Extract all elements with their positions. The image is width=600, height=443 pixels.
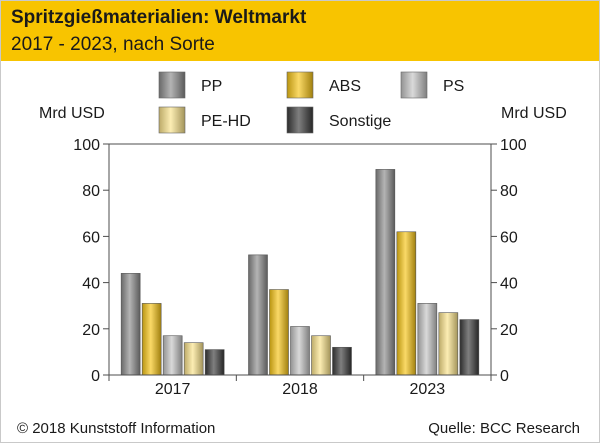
bar-pe-hd-2017	[183, 342, 204, 376]
y-tick-label-right: 60	[500, 229, 518, 246]
legend-swatch-pe-hd	[158, 106, 186, 134]
bar-pp-2018	[248, 254, 268, 376]
legend-label-sonstige: Sonstige	[329, 113, 391, 130]
copyright-note: © 2018 Kunststoff Information	[17, 420, 216, 437]
source-note: Quelle: BCC Research	[428, 420, 580, 437]
y-tick-label-left: 40	[82, 276, 100, 293]
x-tick-label: 2018	[282, 381, 318, 398]
bar-abs-2018	[269, 289, 289, 376]
bar-sonstige-2017	[204, 349, 225, 376]
y-tick-label-left: 0	[91, 368, 100, 385]
bar-pe-hd-2023	[438, 312, 459, 376]
y-tick-label-left: 20	[82, 322, 100, 339]
y-tick-label-right: 0	[500, 368, 509, 385]
legend-label-ps: PS	[443, 78, 464, 95]
x-tick-labels: 2017 2018 2023	[108, 375, 492, 398]
bar-pe-hd-2018	[311, 335, 331, 376]
legend: PP ABS PS PE-HD Sonstige	[158, 71, 464, 134]
y-ticks-left: 0 20 40 60 80 100	[73, 137, 109, 385]
legend-swatch-sonstige	[286, 106, 314, 134]
plot-area	[108, 143, 492, 376]
y-tick-label-left: 80	[82, 183, 100, 200]
y-axis-label-right: Mrd USD	[501, 105, 567, 122]
chart-subtitle: 2017 - 2023, nach Sorte	[11, 34, 215, 55]
y-tick-label-left: 60	[82, 229, 100, 246]
y-tick-label-left: 100	[73, 137, 100, 154]
bar-sonstige-2023	[459, 319, 480, 376]
y-tick-label-right: 80	[500, 183, 518, 200]
bar-abs-2017	[141, 303, 162, 376]
legend-label-pe-hd: PE-HD	[201, 113, 251, 130]
bars	[120, 169, 480, 376]
chart-title: Spritzgießmaterialien: Weltmarkt	[11, 7, 307, 28]
bar-sonstige-2018	[332, 346, 352, 376]
y-tick-label-right: 20	[500, 322, 518, 339]
bar-ps-2018	[290, 326, 310, 376]
chart-header: Spritzgießmaterialien: Weltmarkt 2017 - …	[1, 1, 599, 61]
bar-ps-2017	[162, 335, 183, 376]
bar-pp-2017	[120, 273, 141, 376]
y-tick-label-right: 40	[500, 276, 518, 293]
x-tick-label: 2017	[155, 381, 191, 398]
legend-label-abs: ABS	[329, 78, 361, 95]
legend-swatch-pp	[158, 71, 186, 99]
legend-swatch-abs	[286, 71, 314, 99]
bar-pp-2023	[375, 169, 396, 376]
y-axis-label-left: Mrd USD	[39, 105, 105, 122]
legend-swatch-ps	[400, 71, 428, 99]
y-tick-label-right: 100	[500, 137, 527, 154]
legend-label-pp: PP	[201, 78, 222, 95]
bar-abs-2023	[396, 231, 417, 376]
x-tick-label: 2023	[410, 381, 446, 398]
bar-ps-2023	[417, 303, 438, 376]
y-ticks-right: 0 20 40 60 80 100	[491, 137, 527, 385]
